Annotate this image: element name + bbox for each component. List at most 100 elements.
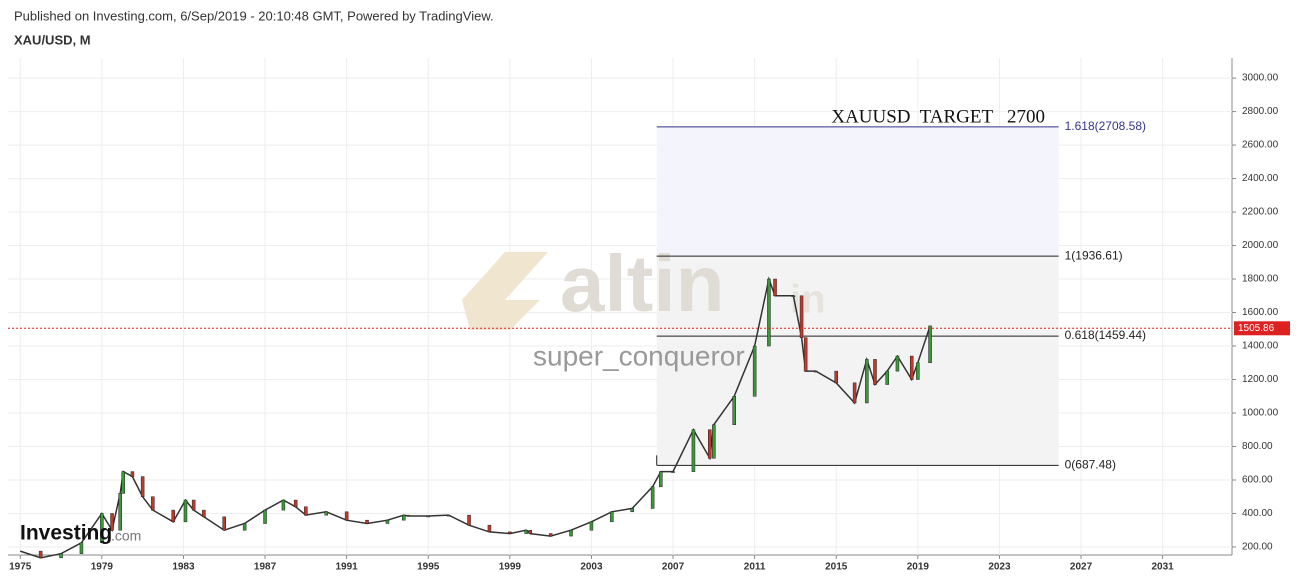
candle xyxy=(426,515,430,518)
candle xyxy=(928,325,932,364)
fib-label: 1.618(2708.58) xyxy=(1065,119,1146,133)
candle xyxy=(281,499,286,511)
candle xyxy=(183,499,188,523)
x-tick-label: 2023 xyxy=(988,562,1011,573)
x-tick-label: 2031 xyxy=(1152,562,1175,573)
logo: Investing xyxy=(20,522,112,545)
y-tick-label: 2400.00 xyxy=(1242,173,1279,184)
candle xyxy=(508,531,512,534)
candle xyxy=(344,511,349,521)
candle xyxy=(171,509,175,523)
candle xyxy=(799,295,804,338)
fib-label: 0(687.48) xyxy=(1065,458,1116,472)
candle xyxy=(402,514,406,521)
candle xyxy=(79,542,84,554)
candle xyxy=(446,514,451,517)
candle xyxy=(548,533,553,537)
fib-zone xyxy=(656,126,1059,257)
y-tick-label: 1600.00 xyxy=(1242,307,1279,318)
watermark-suffix: in xyxy=(790,278,826,322)
candle xyxy=(202,509,206,518)
candle xyxy=(121,471,126,494)
x-tick-label: 1983 xyxy=(172,562,195,573)
candle xyxy=(630,508,634,513)
candle xyxy=(385,519,390,524)
candle xyxy=(191,499,196,511)
candle xyxy=(324,511,328,516)
candle xyxy=(293,499,298,508)
annotation: XAUUSD TARGET 2700 xyxy=(831,106,1045,127)
y-tick-label: 3000.00 xyxy=(1242,73,1279,84)
x-tick-label: 2007 xyxy=(662,562,685,573)
candle xyxy=(732,396,736,425)
candle xyxy=(752,345,757,397)
x-tick-label: 1995 xyxy=(417,562,440,573)
y-tick-label: 200.00 xyxy=(1242,542,1273,553)
header: Published on Investing.com, 6/Sep/2019 -… xyxy=(14,8,494,23)
candle xyxy=(242,523,247,531)
candle xyxy=(110,513,114,531)
candle xyxy=(767,278,771,347)
logo-suffix: .com xyxy=(111,528,141,544)
candle xyxy=(708,429,712,459)
y-tick-label: 2200.00 xyxy=(1242,207,1279,218)
candle xyxy=(528,529,532,534)
candle xyxy=(100,513,104,544)
candle xyxy=(773,278,777,297)
candle xyxy=(130,471,135,477)
candle xyxy=(873,359,877,385)
y-tick-label: 2000.00 xyxy=(1242,240,1279,251)
y-tick-label: 2800.00 xyxy=(1242,106,1279,117)
candle xyxy=(659,471,663,487)
candle xyxy=(151,496,155,511)
candle xyxy=(222,516,226,531)
fib-zone xyxy=(656,256,1059,466)
y-tick-label: 400.00 xyxy=(1242,508,1273,519)
y-tick-label: 600.00 xyxy=(1242,475,1273,486)
candle xyxy=(691,429,696,472)
fib-label: 1(1936.61) xyxy=(1065,248,1123,262)
candle xyxy=(589,521,594,531)
candle xyxy=(712,424,716,459)
candle xyxy=(865,359,869,404)
x-tick-label: 2027 xyxy=(1070,562,1093,573)
candle xyxy=(487,524,492,533)
candle xyxy=(791,295,796,298)
candle xyxy=(852,382,857,404)
candle xyxy=(38,550,43,559)
candle xyxy=(671,471,675,473)
y-tick-label: 1800.00 xyxy=(1242,274,1279,285)
y-tick-label: 1400.00 xyxy=(1242,341,1279,352)
candle xyxy=(610,511,614,523)
x-tick-label: 2011 xyxy=(744,562,766,573)
x-tick-label: 2015 xyxy=(825,562,848,573)
x-tick-label: 1999 xyxy=(499,562,522,573)
candle xyxy=(59,553,63,559)
candle xyxy=(885,370,889,385)
candle xyxy=(803,337,808,372)
watermark-icon xyxy=(462,252,548,330)
fib-label: 0.618(1459.44) xyxy=(1065,328,1146,342)
candle xyxy=(650,486,655,509)
candle xyxy=(365,519,369,524)
candle xyxy=(118,493,122,531)
x-tick-label: 1987 xyxy=(254,562,277,573)
x-tick-label: 2003 xyxy=(580,562,603,573)
candle xyxy=(467,514,471,526)
y-tick-label: 1200.00 xyxy=(1242,374,1279,385)
candle xyxy=(304,506,308,516)
x-tick-label: 1975 xyxy=(9,562,32,573)
candle xyxy=(406,514,410,517)
candle xyxy=(524,529,528,534)
candle xyxy=(834,370,838,384)
candle xyxy=(140,476,145,497)
watermark-user: super_conqueror xyxy=(533,340,745,371)
x-tick-label: 1991 xyxy=(336,562,359,573)
candle xyxy=(814,370,818,373)
y-tick-label: 1000.00 xyxy=(1242,408,1279,419)
last-price-tag xyxy=(1234,321,1290,336)
candle xyxy=(916,362,920,380)
candle xyxy=(569,529,573,537)
